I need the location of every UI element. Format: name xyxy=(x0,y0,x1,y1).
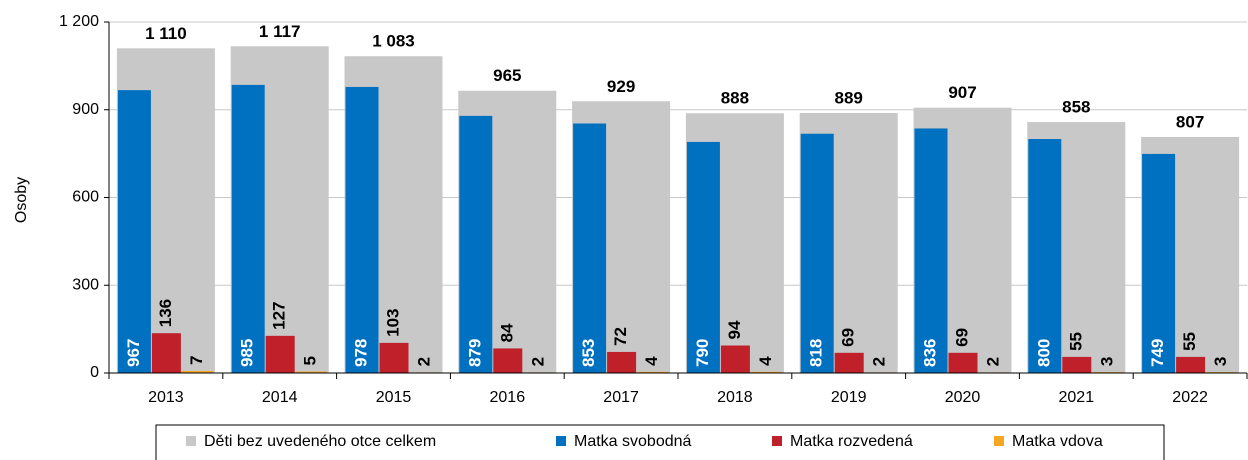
data-label: 2 xyxy=(414,357,433,366)
data-label: 103 xyxy=(383,308,402,336)
legend-label: Děti bez uvedeného otce celkem xyxy=(204,433,436,450)
y-tick-label: 1 200 xyxy=(59,13,99,30)
bar xyxy=(295,371,327,373)
bar xyxy=(914,128,948,373)
bar xyxy=(117,90,151,373)
bar xyxy=(1028,139,1062,373)
bar xyxy=(181,370,213,373)
bar xyxy=(231,84,265,373)
bar xyxy=(948,352,978,373)
bar xyxy=(493,348,523,373)
data-label: 800 xyxy=(1034,339,1053,367)
data-label: 69 xyxy=(952,328,971,347)
data-label: 889 xyxy=(835,88,863,107)
x-tick-label: 2013 xyxy=(148,389,184,406)
data-label: 1 110 xyxy=(145,24,187,43)
y-tick-label: 0 xyxy=(90,364,99,381)
bar xyxy=(459,115,493,373)
legend-label: Matka rozvedená xyxy=(790,433,913,450)
legend-label: Matka vdova xyxy=(1012,433,1103,450)
data-label: 55 xyxy=(1066,332,1085,351)
x-tick-label: 2019 xyxy=(831,389,867,406)
data-label: 978 xyxy=(351,339,370,367)
data-label: 2 xyxy=(983,357,1002,366)
y-tick-label: 300 xyxy=(72,276,99,293)
y-tick-label: 900 xyxy=(72,101,99,118)
bar xyxy=(573,123,607,373)
legend-label: Matka svobodná xyxy=(574,433,692,450)
data-label: 5 xyxy=(301,356,320,365)
data-label: 879 xyxy=(465,339,484,367)
data-label: 985 xyxy=(238,339,257,367)
data-label: 836 xyxy=(920,339,939,367)
data-label: 127 xyxy=(270,301,289,329)
data-label: 749 xyxy=(1148,339,1167,367)
data-label: 967 xyxy=(124,339,143,367)
bar xyxy=(607,351,637,373)
legend-swatch xyxy=(772,436,782,446)
x-tick-label: 2020 xyxy=(945,389,981,406)
data-label: 4 xyxy=(642,356,661,366)
data-label: 2 xyxy=(528,357,547,366)
data-label: 136 xyxy=(156,299,175,327)
data-label: 1 083 xyxy=(372,32,415,51)
y-tick-label: 600 xyxy=(72,189,99,206)
bar xyxy=(265,335,295,373)
legend-swatch xyxy=(994,436,1004,446)
legend-swatch xyxy=(556,436,566,446)
data-label: 929 xyxy=(607,77,635,96)
data-label: 858 xyxy=(1062,98,1090,117)
bar xyxy=(345,86,379,373)
data-label: 853 xyxy=(579,339,598,367)
data-label: 907 xyxy=(948,83,976,102)
x-tick-label: 2018 xyxy=(717,389,753,406)
data-label: 72 xyxy=(611,327,630,346)
bar xyxy=(720,345,750,373)
bar xyxy=(1142,153,1176,373)
x-tick-label: 2017 xyxy=(603,389,639,406)
data-label: 94 xyxy=(725,320,744,339)
data-label: 888 xyxy=(721,89,749,108)
data-label: 965 xyxy=(493,66,521,85)
x-tick-label: 2022 xyxy=(1172,389,1208,406)
x-tick-label: 2014 xyxy=(262,389,298,406)
data-label: 3 xyxy=(1211,357,1230,366)
bar xyxy=(686,141,720,373)
data-label: 69 xyxy=(839,328,858,347)
data-label: 2 xyxy=(870,357,889,366)
data-label: 807 xyxy=(1176,112,1204,131)
data-label: 1 117 xyxy=(259,22,301,41)
data-label: 790 xyxy=(693,339,712,367)
data-label: 3 xyxy=(1097,357,1116,366)
data-label: 84 xyxy=(497,323,516,342)
bar xyxy=(800,133,834,373)
legend-swatch xyxy=(186,436,196,446)
x-tick-label: 2021 xyxy=(1059,389,1095,406)
bar xyxy=(834,352,864,373)
bar xyxy=(151,333,181,373)
x-tick-label: 2016 xyxy=(490,389,526,406)
data-label: 7 xyxy=(187,355,206,364)
bar xyxy=(1062,356,1092,373)
bar xyxy=(1176,356,1206,373)
bar xyxy=(379,342,409,373)
data-label: 4 xyxy=(756,356,775,366)
data-label: 55 xyxy=(1180,332,1199,351)
bar xyxy=(637,371,669,373)
bar xyxy=(750,371,782,373)
x-tick-label: 2015 xyxy=(376,389,412,406)
data-label: 818 xyxy=(807,339,826,367)
y-axis-label: Osoby xyxy=(13,177,30,223)
